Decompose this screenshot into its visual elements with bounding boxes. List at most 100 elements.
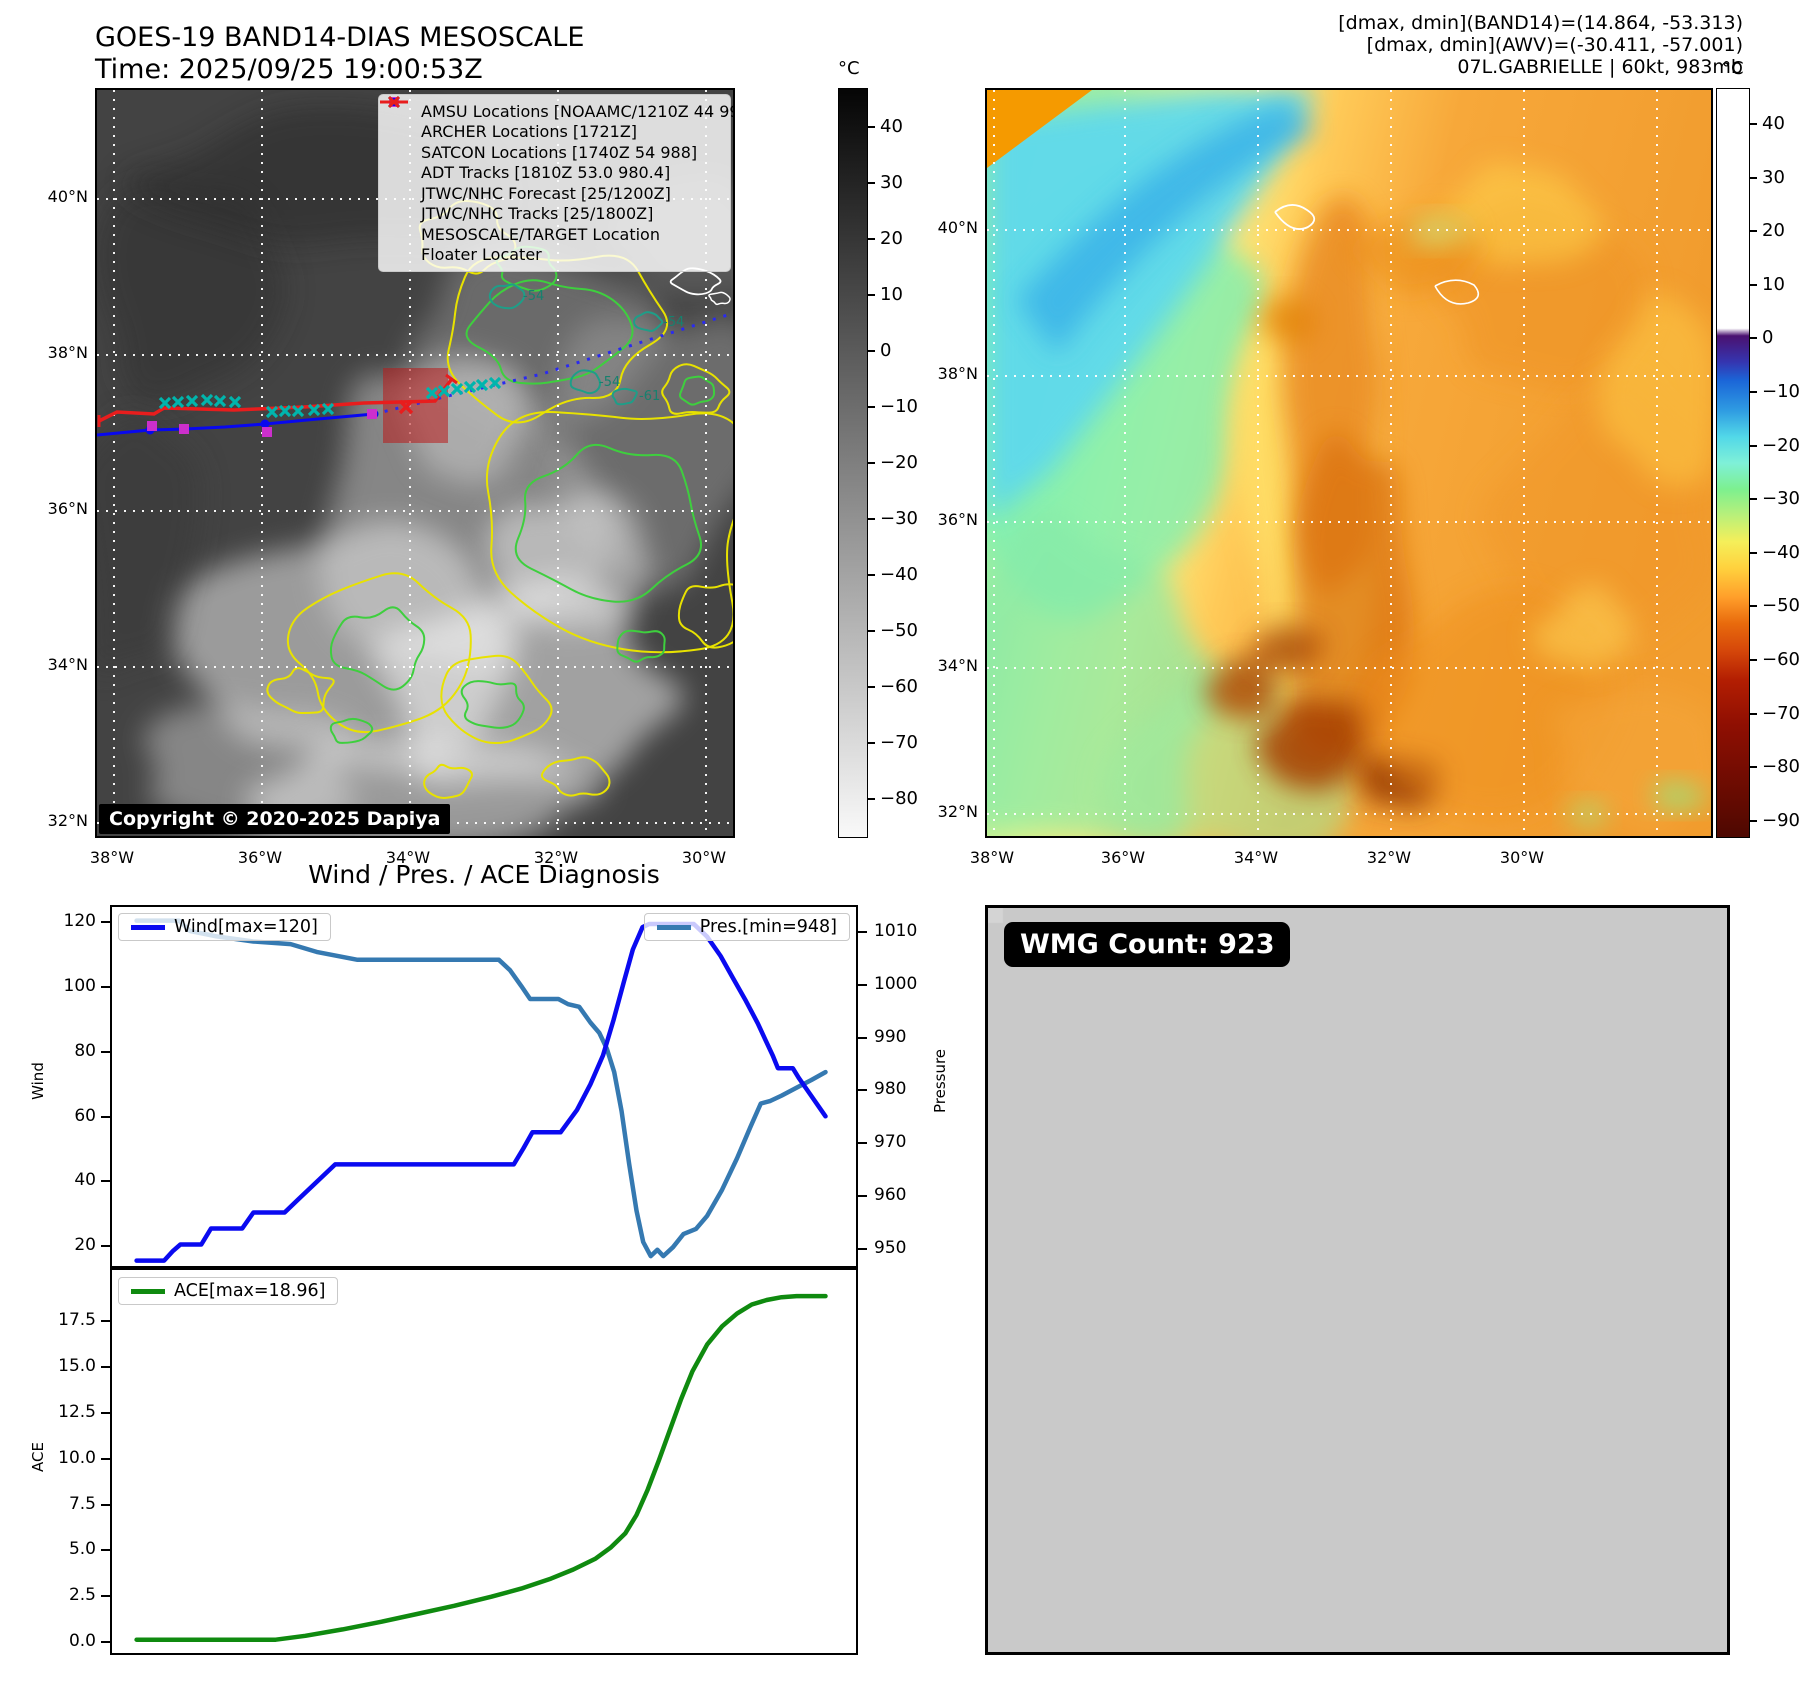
left-colorbar-tickmark	[868, 518, 875, 520]
lat-tick-label: 40°N	[47, 187, 88, 206]
left-colorbar-ticklabel: −10	[880, 396, 918, 417]
right-colorbar-tickmark	[1750, 283, 1757, 286]
left-colorbar-ticklabel: 30	[880, 172, 903, 193]
left-colorbar-tickmark	[868, 126, 875, 128]
cloud-blob	[97, 413, 201, 674]
left-colorbar-tickmark	[868, 406, 875, 408]
pressure-tickmark	[858, 1036, 867, 1039]
lon-tick-label: 38°W	[969, 848, 1015, 867]
info-awv-range: [dmax, dmin](AWV)=(-30.411, -57.001)	[1366, 34, 1743, 56]
legend-item-label: SATCON Locations [1740Z 54 988]	[421, 142, 698, 162]
wmg-pixel-field	[988, 908, 1727, 1652]
amsu-marker	[147, 421, 157, 431]
right-colorbar-ticklabel: −80	[1762, 756, 1800, 778]
contour-label: -54	[523, 289, 544, 304]
right-colorbar-ticklabel: −40	[1762, 541, 1800, 563]
left-colorbar-tickmark	[868, 294, 875, 296]
ace-ticklabel: 2.5	[68, 1585, 96, 1606]
contour-teal	[633, 311, 664, 332]
ace-tickmark	[101, 1549, 110, 1552]
copyright-badge: Copyright © 2020-2025 Dapiya	[99, 804, 451, 834]
left-colorbar-ticklabel: 0	[880, 340, 892, 361]
awv-region	[1409, 215, 1473, 247]
wmg-panel: WMG Count: 923	[985, 905, 1730, 1655]
contour-green	[678, 375, 716, 406]
series-Wind[max=120]	[134, 921, 828, 1263]
pressure-legend: Pres.[min=948]	[643, 913, 850, 941]
right-colorbar-ticklabel: 40	[1762, 113, 1785, 134]
left-colorbar-ticklabel: −20	[880, 452, 918, 473]
left-colorbar-ticklabel: 20	[880, 228, 903, 249]
left-colorbar-tickmark	[868, 686, 875, 688]
wind-tickmark	[101, 921, 110, 924]
legend-item: ADT Tracks [1810Z 53.0 980.4]	[380, 100, 720, 184]
right-colorbar-tickmark	[1750, 605, 1757, 608]
left-colorbar-ticklabel: −30	[880, 508, 918, 529]
series-Pres.[min=948]	[134, 918, 828, 1259]
contour-green	[616, 629, 666, 663]
pressure-tickmark	[858, 930, 867, 933]
left-colorbar-tickmark	[868, 350, 875, 352]
contour-yellow	[485, 411, 733, 654]
legend-item: MESOSCALE/TARGET Location	[387, 95, 720, 245]
wind-line-swatch	[131, 924, 165, 930]
right-colorbar-ticklabel: −20	[1762, 434, 1800, 456]
contour-green	[465, 279, 634, 385]
wind-pressure-chart: Wind[max=120] Pres.[min=948]	[110, 905, 858, 1268]
contour-yellow	[266, 667, 335, 715]
moisture-band	[987, 90, 1317, 520]
right-colorbar-ticklabel: −10	[1762, 381, 1800, 402]
awv-region	[1567, 800, 1607, 827]
contour-white	[708, 291, 731, 306]
storm-status: 07L.GABRIELLE | 60kt, 983mb	[1457, 56, 1743, 78]
left-colorbar-tickmark	[868, 742, 875, 744]
pressure-line-swatch	[656, 924, 691, 930]
contour-yellow	[677, 583, 733, 649]
map-legend: AMSU Locations [NOAAMC/1210Z 44 990] ARCH…	[378, 94, 733, 272]
contour-white	[1434, 279, 1480, 305]
contour-yellow	[661, 363, 731, 415]
contour-white	[1274, 204, 1316, 230]
left-colorbar-unit: °C	[838, 58, 860, 79]
right-colorbar-ticklabel: 0	[1762, 327, 1774, 349]
satcon-marker	[265, 405, 279, 419]
right-colorbar-tickmark	[1750, 498, 1757, 501]
pressure-ticklabel: 950	[874, 1237, 907, 1258]
target-x-marker	[398, 399, 414, 415]
ace-tickmark	[101, 1366, 110, 1369]
contour-teal	[569, 369, 602, 395]
ace-ticklabel: 5.0	[68, 1539, 96, 1560]
awv-region	[1259, 295, 1315, 344]
wind-tickmark	[101, 1115, 110, 1118]
satcon-marker	[213, 394, 227, 408]
wind-legend: Wind[max=120]	[118, 913, 331, 941]
ace-ticklabel: 12.5	[58, 1401, 96, 1422]
awv-overlay	[987, 90, 1711, 836]
awv-region	[1597, 291, 1711, 487]
ace-ticklabel: 0.0	[68, 1631, 96, 1652]
contour-yellow	[423, 763, 473, 799]
wind-ticklabel: 20	[74, 1235, 96, 1256]
pressure-tickmark	[858, 1142, 867, 1145]
contour-yellow	[540, 756, 611, 797]
pressure-ticklabel: 970	[874, 1132, 907, 1153]
legend-item-label: JTWC/NHC Tracks [25/1800Z]	[421, 204, 654, 224]
legend-item-label: AMSU Locations [NOAAMC/1210Z 44 990]	[421, 101, 735, 121]
wmg-count-badge: WMG Count: 923	[1004, 922, 1291, 967]
right-colorbar-unit: °C	[1722, 58, 1744, 79]
wind-ticklabel: 40	[74, 1170, 96, 1191]
right-colorbar-ticklabel: −90	[1762, 809, 1800, 831]
ace-tickmark	[101, 1411, 110, 1414]
wind-tickmark	[101, 1245, 110, 1248]
lon-tick-label: 30°W	[681, 848, 727, 867]
left-colorbar-tickmark	[868, 574, 875, 576]
lon-tick-label: 36°W	[237, 848, 283, 867]
pressure-axis-label: Pressure	[931, 1048, 949, 1114]
contour-yellow	[286, 572, 472, 734]
pressure-ticklabel: 990	[874, 1026, 907, 1047]
left-colorbar-ticklabel: −60	[880, 676, 918, 697]
lon-tick-label: 34°W	[385, 848, 431, 867]
lon-tick-label: 32°W	[533, 848, 579, 867]
wind-ticklabel: 80	[74, 1040, 96, 1061]
contour-teal	[488, 283, 526, 310]
